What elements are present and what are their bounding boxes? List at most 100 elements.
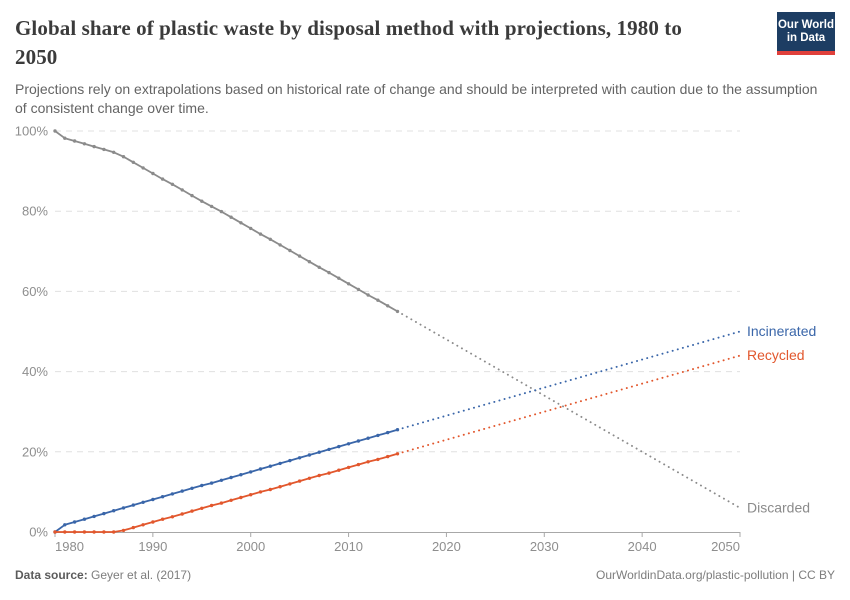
data-point-discarded-1981 bbox=[63, 136, 67, 140]
data-point-recycled-2014 bbox=[386, 454, 390, 459]
data-point-recycled-1988 bbox=[131, 525, 135, 530]
data-point-recycled-1981 bbox=[63, 530, 67, 534]
data-point-recycled-1997 bbox=[219, 501, 224, 505]
data-point-recycled-1992 bbox=[170, 515, 175, 519]
x-tick-label-2040: 2040 bbox=[628, 539, 657, 554]
data-point-incinerated-2014 bbox=[386, 430, 390, 435]
data-point-recycled-1998 bbox=[229, 498, 233, 502]
data-point-incinerated-1985 bbox=[102, 511, 106, 516]
data-point-recycled-1990 bbox=[151, 520, 155, 524]
data-point-recycled-2004 bbox=[288, 482, 292, 486]
data-point-recycled-2000 bbox=[249, 493, 253, 497]
data-point-recycled-2011 bbox=[356, 462, 361, 467]
y-tick-label-20: 20% bbox=[22, 444, 48, 459]
data-point-recycled-2003 bbox=[278, 485, 282, 489]
data-point-incinerated-1994 bbox=[190, 486, 194, 490]
data-point-discarded-1987 bbox=[121, 155, 126, 159]
data-point-recycled-2002 bbox=[268, 487, 272, 492]
data-point-discarded-1996 bbox=[209, 204, 214, 209]
data-point-discarded-2009 bbox=[337, 276, 341, 280]
data-point-discarded-1995 bbox=[200, 199, 204, 203]
data-point-incinerated-2011 bbox=[356, 439, 361, 443]
data-point-recycled-2007 bbox=[317, 473, 321, 478]
data-point-recycled-1994 bbox=[190, 509, 194, 513]
owid-logo-line1: Our World bbox=[777, 19, 834, 31]
data-point-recycled-1999 bbox=[239, 495, 243, 500]
owid-logo-line2: in Data bbox=[786, 32, 826, 44]
data-point-recycled-1987 bbox=[121, 528, 126, 533]
series-label-incinerated: Incinerated bbox=[747, 323, 816, 339]
data-point-incinerated-1984 bbox=[92, 514, 96, 519]
owid-logo[interactable]: Our World in Data bbox=[777, 12, 835, 55]
data-point-discarded-2004 bbox=[288, 248, 292, 253]
series-label-discarded: Discarded bbox=[747, 499, 810, 515]
data-point-incinerated-1998 bbox=[229, 475, 233, 480]
data-point-incinerated-2005 bbox=[297, 456, 302, 460]
data-point-recycled-1993 bbox=[180, 512, 184, 516]
data-point-incinerated-1981 bbox=[63, 523, 67, 527]
data-point-discarded-2007 bbox=[317, 265, 321, 269]
data-point-discarded-1983 bbox=[82, 142, 87, 146]
data-point-discarded-2000 bbox=[249, 226, 253, 231]
data-point-discarded-1984 bbox=[92, 144, 96, 149]
footer-link[interactable]: OurWorldinData.org/plastic-pollution | C… bbox=[596, 568, 835, 582]
data-point-discarded-1993 bbox=[180, 188, 184, 192]
data-point-incinerated-1999 bbox=[239, 473, 243, 477]
data-point-discarded-1994 bbox=[190, 193, 194, 198]
x-tick-label-1990: 1990 bbox=[138, 539, 167, 554]
data-point-recycled-2008 bbox=[327, 471, 331, 475]
chart-header: Global share of plastic waste by disposa… bbox=[15, 12, 835, 118]
x-tick-label-2020: 2020 bbox=[432, 539, 461, 554]
data-point-discarded-1998 bbox=[229, 215, 233, 219]
data-point-recycled-1986 bbox=[112, 530, 116, 534]
data-point-incinerated-2006 bbox=[307, 453, 312, 457]
data-point-incinerated-2001 bbox=[258, 467, 263, 471]
series-projection-incinerated bbox=[396, 330, 741, 431]
data-point-recycled-1980 bbox=[53, 530, 57, 534]
data-point-incinerated-1982 bbox=[72, 520, 77, 524]
data-point-discarded-1988 bbox=[131, 160, 135, 164]
data-point-recycled-2005 bbox=[297, 479, 302, 483]
data-point-recycled-2009 bbox=[337, 468, 341, 472]
data-point-discarded-2013 bbox=[376, 298, 380, 302]
y-tick-label-100: 100% bbox=[15, 124, 49, 139]
data-point-discarded-2014 bbox=[386, 304, 390, 308]
y-tick-label-0: 0% bbox=[29, 525, 48, 540]
data-point-recycled-2013 bbox=[376, 457, 380, 462]
data-point-discarded-1999 bbox=[239, 221, 243, 225]
data-point-discarded-2010 bbox=[346, 282, 351, 286]
data-point-incinerated-2012 bbox=[366, 436, 370, 440]
data-point-discarded-1982 bbox=[72, 139, 77, 143]
data-point-incinerated-1989 bbox=[141, 500, 145, 504]
series-projection-recycled bbox=[396, 354, 741, 455]
data-point-discarded-2008 bbox=[327, 270, 331, 275]
data-point-incinerated-2000 bbox=[249, 470, 253, 474]
data-point-discarded-1997 bbox=[219, 209, 224, 214]
data-point-incinerated-2010 bbox=[346, 442, 351, 446]
data-point-discarded-2002 bbox=[268, 237, 272, 241]
series-line-incinerated bbox=[54, 428, 398, 533]
data-point-incinerated-2009 bbox=[337, 444, 341, 449]
data-point-recycled-2006 bbox=[307, 476, 312, 480]
data-point-discarded-2003 bbox=[278, 243, 282, 247]
data-point-incinerated-1992 bbox=[170, 492, 175, 496]
data-point-incinerated-2004 bbox=[288, 458, 292, 463]
data-point-discarded-2011 bbox=[356, 287, 361, 292]
x-tick-label-2000: 2000 bbox=[236, 539, 265, 554]
series-label-recycled: Recycled bbox=[747, 347, 805, 363]
data-point-discarded-1991 bbox=[160, 177, 165, 181]
data-source-label: Data source: bbox=[15, 568, 88, 582]
data-point-incinerated-1986 bbox=[112, 509, 116, 513]
y-tick-label-60: 60% bbox=[22, 284, 48, 299]
data-point-recycled-2010 bbox=[346, 465, 351, 470]
data-point-recycled-1991 bbox=[160, 517, 165, 521]
data-point-incinerated-1997 bbox=[219, 478, 224, 482]
data-point-discarded-1980 bbox=[53, 129, 57, 133]
data-point-incinerated-1991 bbox=[160, 495, 165, 499]
data-point-incinerated-2013 bbox=[376, 433, 380, 438]
data-point-discarded-1985 bbox=[102, 147, 106, 152]
data-point-recycled-2012 bbox=[366, 460, 370, 464]
page-subtitle: Projections rely on extrapolations based… bbox=[15, 81, 818, 116]
data-point-discarded-2005 bbox=[297, 254, 302, 258]
